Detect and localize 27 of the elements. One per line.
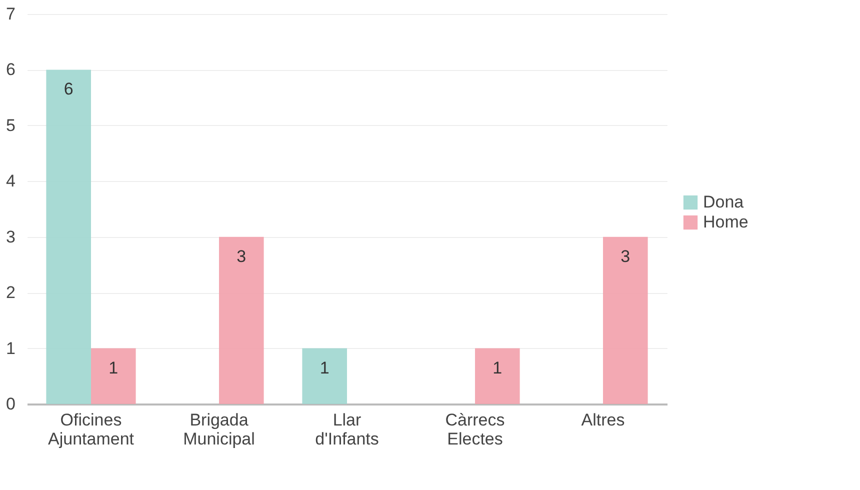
x-tick-label: Oficines Ajuntament [48, 410, 134, 448]
y-tick-label: 1 [6, 338, 16, 358]
x-tick-label: Altres [581, 410, 625, 430]
y-tick-label: 5 [6, 116, 16, 135]
bar [603, 236, 648, 404]
legend-label: Dona [703, 192, 744, 212]
bar [46, 70, 91, 404]
x-tick-label: Llar d'Infants [315, 410, 379, 448]
data-label: 3 [620, 246, 630, 266]
data-label: 1 [108, 358, 118, 378]
data-label: 1 [320, 358, 330, 378]
x-tick-label: Càrrecs Electes [445, 410, 505, 448]
bar [91, 348, 136, 404]
x-tick-label: Brigada Municipal [183, 410, 255, 448]
y-tick-label: 0 [6, 394, 16, 414]
bar [219, 236, 264, 404]
data-label: 3 [236, 246, 246, 266]
legend-label: Home [703, 212, 748, 232]
y-tick-label: 3 [6, 227, 16, 246]
bar [475, 348, 520, 404]
data-label: 6 [64, 80, 74, 99]
data-label: 1 [492, 358, 502, 378]
y-tick-label: 6 [6, 60, 16, 80]
y-tick-label: 7 [6, 4, 16, 24]
y-tick-label: 2 [6, 283, 16, 302]
y-tick-label: 4 [6, 172, 16, 191]
bar [302, 348, 347, 404]
